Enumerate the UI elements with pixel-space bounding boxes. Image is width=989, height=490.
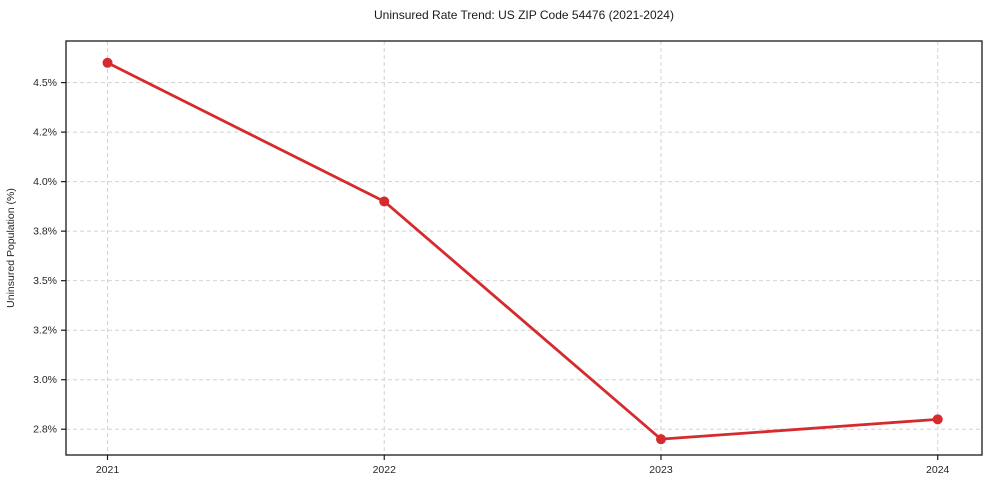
plot-background — [66, 41, 982, 455]
y-tick-label: 4.0% — [33, 176, 57, 188]
x-tick-label: 2021 — [96, 464, 120, 476]
y-tick-label: 3.0% — [33, 374, 57, 386]
y-tick-label: 3.8% — [33, 226, 57, 238]
y-axis-label: Uninsured Population (%) — [5, 188, 17, 308]
y-tick-label: 4.5% — [33, 77, 57, 89]
y-tick-label: 2.8% — [33, 424, 57, 436]
trend-line — [106, 61, 940, 441]
y-tick-label: 4.2% — [33, 127, 57, 139]
data-point-2023 — [655, 434, 666, 445]
x-tick-label: 2022 — [373, 464, 397, 476]
data-point-2022 — [379, 196, 390, 207]
x-tick-label: 2023 — [649, 464, 673, 476]
data-point-2024 — [932, 414, 943, 425]
chart-title: Uninsured Rate Trend: US ZIP Code 54476 … — [374, 8, 674, 22]
y-tick-label: 3.5% — [33, 275, 57, 287]
data-point-2021 — [102, 57, 113, 68]
axes-spines — [65, 40, 983, 456]
y-tick-label: 3.2% — [33, 325, 57, 337]
x-tick-label: 2024 — [926, 464, 950, 476]
